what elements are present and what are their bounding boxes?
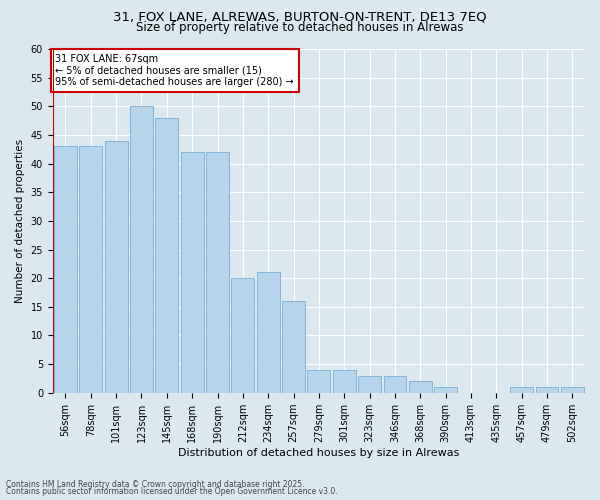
Bar (181, 152, 203, 392)
Text: 31 FOX LANE: 67sqm
← 5% of detached houses are smaller (15)
95% of semi-detached: 31 FOX LANE: 67sqm ← 5% of detached hous… (55, 54, 294, 88)
Text: Contains public sector information licensed under the Open Government Licence v3: Contains public sector information licen… (6, 487, 338, 496)
Bar (358, 376, 381, 392)
Text: Size of property relative to detached houses in Alrewas: Size of property relative to detached ho… (136, 21, 464, 34)
Bar (79, 146, 102, 392)
Bar (307, 370, 330, 392)
Bar (536, 387, 559, 392)
X-axis label: Distribution of detached houses by size in Alrewas: Distribution of detached houses by size … (178, 448, 460, 458)
Text: Contains HM Land Registry data © Crown copyright and database right 2025.: Contains HM Land Registry data © Crown c… (6, 480, 305, 489)
Bar (333, 370, 356, 392)
Bar (105, 140, 128, 392)
Bar (510, 387, 533, 392)
Bar (561, 387, 584, 392)
Bar (282, 301, 305, 392)
Bar (54, 146, 77, 392)
Bar (155, 118, 178, 392)
Bar (232, 278, 254, 392)
Bar (257, 272, 280, 392)
Bar (383, 376, 406, 392)
Text: 31, FOX LANE, ALREWAS, BURTON-ON-TRENT, DE13 7EQ: 31, FOX LANE, ALREWAS, BURTON-ON-TRENT, … (113, 10, 487, 23)
Y-axis label: Number of detached properties: Number of detached properties (15, 139, 25, 303)
Bar (409, 382, 431, 392)
Bar (130, 106, 153, 393)
Bar (206, 152, 229, 392)
Bar (434, 387, 457, 392)
